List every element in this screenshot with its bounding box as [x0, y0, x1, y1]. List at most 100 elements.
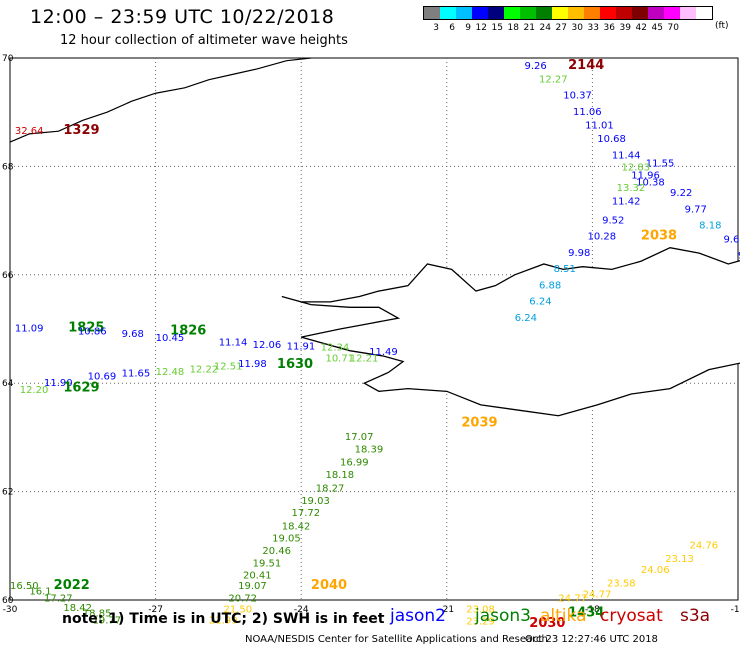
- wave-height-label: 2039: [461, 416, 497, 431]
- wave-height-label: 23.29: [466, 616, 495, 627]
- legend-swatch: [632, 7, 648, 19]
- legend-swatch: [584, 7, 600, 19]
- wave-height-label: 1434: [568, 605, 604, 620]
- wave-height-label: 9.62: [723, 234, 740, 245]
- iceland-coastline: [281, 247, 740, 417]
- wave-height-label: 16.50: [10, 581, 39, 592]
- wave-height-label: 12.34: [321, 343, 350, 354]
- wave-height-label: 10.28: [588, 232, 617, 243]
- wave-height-label: 11.42: [612, 196, 641, 207]
- wave-height-label: 19.05: [272, 533, 301, 544]
- footer-note: note: 1) Time is in UTC; 2) SWH is in fe…: [62, 611, 385, 627]
- wave-height-label: 9.68: [122, 329, 144, 340]
- legend-label: 36: [603, 23, 615, 33]
- legend-label: 45: [651, 23, 663, 33]
- legend-swatch: [616, 7, 632, 19]
- wave-height-label: 1629: [63, 380, 99, 395]
- legend-swatch: [648, 7, 664, 19]
- wave-height-label: 24.76: [689, 541, 718, 552]
- legend-swatch: [696, 7, 712, 19]
- lat-tick-label: 60: [2, 596, 14, 606]
- wave-height-label: 12.83: [622, 163, 651, 174]
- legend-label: 70: [667, 23, 679, 33]
- page-title: 12:00 – 23:59 UTC 10/22/2018: [30, 6, 335, 28]
- wave-height-label: 12.27: [539, 74, 568, 85]
- wave-height-label: 21.50: [224, 604, 253, 615]
- legend-swatch: [488, 7, 504, 19]
- legend-swatch: [664, 7, 680, 19]
- color-scale-legend: 3 6 9 12 15 18 21 24 27 30 33 36 39 42 45 70 (ft): [423, 6, 729, 33]
- wave-height-label: 17.27: [44, 594, 73, 605]
- wave-height-label: 10.71: [325, 354, 354, 365]
- lat-tick-label: 70: [2, 54, 14, 64]
- wave-height-label: 11.98: [238, 359, 267, 370]
- wave-height-label: 1825: [68, 321, 104, 336]
- wave-height-label: 18.85: [83, 608, 112, 619]
- satellite-legend-cryosat: cryosat: [600, 606, 663, 626]
- legend-label: 18: [507, 23, 519, 33]
- wave-height-label: 19.51: [253, 558, 282, 569]
- legend-swatch: [456, 7, 472, 19]
- legend-label: 3: [433, 23, 439, 33]
- legend-swatches: [423, 6, 713, 20]
- legend-swatch: [472, 7, 488, 19]
- lon-tick-label: -30: [3, 605, 18, 615]
- legend-label: 27: [555, 23, 567, 33]
- satellite-legend-jason3: jason3: [475, 606, 531, 626]
- wave-height-label: 12.20: [20, 385, 49, 396]
- legend-label: 6: [449, 23, 455, 33]
- wave-height-label: 13.32: [617, 183, 646, 194]
- wave-height-label: 2030: [529, 616, 565, 631]
- lat-tick-label: 64: [2, 379, 14, 389]
- legend-swatch: [536, 7, 552, 19]
- lon-tick-label: -27: [148, 605, 163, 615]
- legend-swatch: [440, 7, 456, 19]
- wave-height-label: 12.48: [156, 367, 185, 378]
- wave-height-label: 18.18: [325, 470, 354, 481]
- wave-height-label: 19.77: [93, 615, 122, 626]
- wave-height-label: 2144: [568, 58, 604, 73]
- wave-height-label: 23.08: [466, 604, 495, 615]
- wave-height-label: 16.99: [340, 458, 369, 469]
- wave-height-label: 16.1: [29, 587, 51, 598]
- wave-height-label: 6.88: [539, 280, 561, 291]
- wave-height-label: 8.51: [554, 264, 576, 275]
- lat-tick-label: 66: [2, 271, 14, 281]
- lon-tick-label: -18: [585, 605, 600, 615]
- legend-labels: 3 6 9 12 15 18 21 24 27 30 33 36 39 42 45 70: [423, 23, 713, 33]
- wave-height-label: 12.06: [253, 340, 282, 351]
- legend-label: 12: [475, 23, 487, 33]
- wave-height-label: 10.45: [156, 333, 185, 344]
- wave-height-label: 10.69: [88, 371, 117, 382]
- wave-height-label: 1329: [63, 123, 99, 138]
- wave-height-label: 18.27: [316, 484, 345, 495]
- wave-height-label: 23.13: [665, 554, 694, 565]
- wave-height-label: 18.42: [282, 522, 311, 533]
- legend-unit: (ft): [715, 21, 729, 31]
- wave-height-label: 11.91: [287, 342, 316, 353]
- wave-height-label: 6.24: [529, 297, 551, 308]
- lon-tick-label: -24: [294, 605, 309, 615]
- wave-height-label: 9.77: [685, 204, 707, 215]
- wave-height-label: 12.22: [190, 364, 219, 375]
- footer-date: Oct 23 12:27:46 UTC 2018: [525, 634, 658, 645]
- wave-height-label: 18.42: [63, 603, 92, 614]
- legend-swatch: [552, 7, 568, 19]
- wave-height-label: 11.49: [369, 347, 398, 358]
- legend-label: 24: [539, 23, 551, 33]
- wave-height-label: 17.07: [345, 432, 374, 443]
- wave-height-label: 32.64: [15, 126, 44, 137]
- wave-height-label: 12.21: [350, 354, 379, 365]
- wave-height-label: 21.99: [209, 615, 238, 626]
- lat-tick-label: 62: [2, 488, 13, 498]
- wave-height-label: 23.58: [607, 578, 636, 589]
- footer-org: NOAA/NESDIS Center for Satellite Applica…: [245, 634, 548, 645]
- wave-height-label: 11.09: [15, 324, 44, 335]
- wave-height-label: 19.07: [238, 581, 267, 592]
- wave-height-label: 10.86: [78, 326, 107, 337]
- legend-label: 30: [571, 23, 583, 33]
- wave-height-label: 11.01: [585, 120, 614, 131]
- wave-height-label: 11.55: [646, 158, 675, 169]
- legend-label: 21: [523, 23, 535, 33]
